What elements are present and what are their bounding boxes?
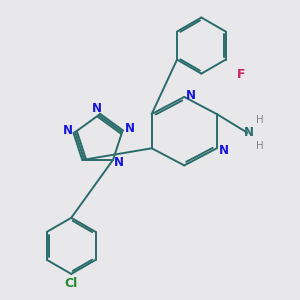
Text: N: N	[219, 143, 229, 157]
Text: N: N	[63, 124, 73, 137]
Text: H: H	[256, 141, 264, 151]
Text: N: N	[186, 89, 196, 102]
Text: N: N	[92, 102, 102, 116]
Text: N: N	[124, 122, 135, 135]
Text: F: F	[236, 68, 245, 81]
Text: Cl: Cl	[64, 277, 78, 290]
Text: N: N	[244, 126, 254, 140]
Text: N: N	[114, 156, 124, 169]
Text: H: H	[256, 115, 264, 125]
